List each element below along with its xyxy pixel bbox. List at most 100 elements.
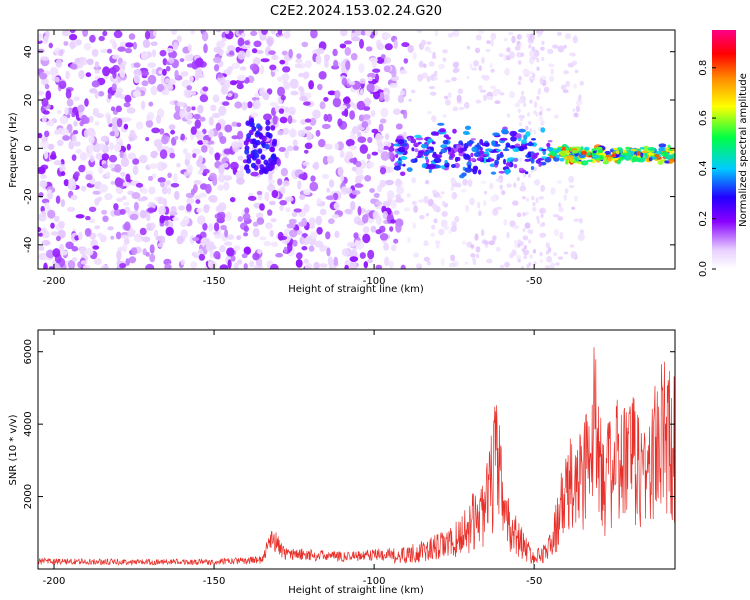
spectrogram-cell	[294, 63, 303, 69]
spectrogram-cell	[183, 171, 189, 177]
spectrogram-cell	[431, 224, 436, 230]
spectrogram-cell	[187, 44, 192, 52]
spectrogram-cell	[524, 158, 531, 162]
spectrogram-cell	[68, 140, 74, 150]
spectrogram-cell	[467, 179, 473, 187]
spectrogram-cell	[284, 59, 289, 66]
spectrogram-cell	[286, 223, 296, 229]
spectrogram-cell	[208, 195, 216, 202]
spectrogram-cell	[654, 154, 660, 158]
spectrogram-cell	[227, 93, 233, 97]
spectrogram-cell	[150, 150, 158, 159]
spectrogram-cell	[119, 68, 126, 78]
spectrogram-cell	[262, 92, 270, 101]
spectrogram-cell	[308, 80, 314, 90]
spectrogram-cell	[250, 162, 256, 169]
spectrogram-cell	[427, 198, 434, 207]
spectrogram-cell	[41, 227, 47, 234]
spectrogram-cell	[573, 218, 580, 222]
spectrogram-cell	[480, 180, 486, 184]
spectrogram-cell	[279, 204, 284, 212]
spectrogram-cell	[80, 260, 88, 265]
spectrogram-cell	[249, 121, 255, 128]
spectrogram-cell	[393, 165, 401, 171]
spectrogram-cell	[323, 97, 329, 102]
spectrogram-cell	[149, 244, 155, 254]
spectrogram-cell	[102, 163, 108, 169]
spectrogram-cell	[233, 262, 239, 269]
spectrogram-cell	[256, 123, 261, 129]
spectrogram-cell	[315, 54, 322, 65]
spectrogram-cell	[344, 264, 349, 269]
spectrogram-cell	[198, 253, 206, 261]
spectrogram-cell	[193, 179, 202, 185]
spectrogram-cell	[120, 157, 130, 168]
spectrogram-cell	[215, 205, 225, 213]
spectrogram-cell	[434, 154, 443, 159]
spectrogram-cell	[98, 165, 104, 174]
spectrogram-cell	[229, 50, 235, 56]
spectrogram-cell	[202, 86, 209, 92]
spectrogram-cell	[498, 170, 506, 174]
spectrogram-cell	[224, 124, 233, 133]
spectrogram-cell	[252, 227, 260, 238]
spectrogram-cell	[255, 258, 263, 267]
spectrogram-cell	[410, 158, 418, 163]
spectrogram-cell	[239, 66, 247, 71]
spectrogram-cell	[499, 184, 504, 190]
spectrogram-cell	[112, 68, 117, 79]
spectrogram-cell	[416, 30, 423, 34]
spectrogram-cell	[441, 211, 448, 217]
spectrogram-cell	[98, 143, 105, 150]
spectrogram-cell	[114, 130, 120, 137]
spectrogram-cell	[345, 139, 355, 147]
spectrogram-cell	[508, 51, 515, 59]
spectrogram-cell	[477, 169, 482, 175]
spectrogram-cell	[251, 138, 257, 144]
spectrogram-cell	[364, 175, 372, 182]
spectrogram-cell	[529, 230, 533, 235]
spectrogram-cell	[586, 152, 591, 156]
spectrogram-cell	[512, 200, 519, 206]
spectrogram-cell	[135, 121, 144, 130]
spectrogram-cell	[278, 108, 285, 114]
x-tick-label: -100	[363, 576, 386, 587]
spectrogram-cell	[231, 141, 240, 149]
spectrogram-cell	[458, 106, 465, 111]
spectrogram-cell	[212, 94, 220, 103]
spectrogram-cell	[60, 250, 68, 256]
spectrogram-cell	[278, 147, 286, 152]
spectrogram-cell	[116, 197, 124, 202]
spectrogram-cell	[41, 97, 49, 107]
spectrogram-cell	[282, 127, 290, 135]
spectrogram-cell	[236, 122, 242, 128]
spectrogram-cell	[94, 225, 101, 230]
spectrogram-cell	[473, 165, 479, 172]
spectrogram-cell	[397, 139, 404, 145]
spectrogram-cell	[485, 142, 490, 146]
spectrogram-cell	[130, 180, 138, 186]
spectrogram-cell	[171, 30, 178, 35]
spectrogram-cell	[496, 149, 502, 152]
spectrogram-cell	[573, 83, 577, 89]
spectrogram-cell	[557, 256, 564, 260]
spectrogram-cell	[506, 113, 511, 118]
spectrogram-cell	[290, 90, 299, 96]
spectrogram-cell	[571, 150, 579, 154]
spectrogram-cell	[190, 261, 198, 269]
spectrogram-cell	[369, 188, 375, 193]
spectrogram-cell	[41, 56, 49, 61]
spectrogram-cell	[72, 130, 79, 135]
spectrogram-cell	[212, 112, 221, 119]
spectrogram-cell	[530, 78, 534, 84]
spectrogram-cell	[648, 157, 653, 162]
spectrogram-cell	[406, 193, 411, 198]
spectrogram-cell	[512, 158, 519, 162]
spectrogram-cell	[110, 235, 115, 240]
spectrogram-cell	[269, 200, 276, 206]
spectrogram-cell	[341, 110, 347, 116]
spectrogram-cell	[38, 33, 42, 42]
spectrogram-cell	[89, 34, 96, 43]
spectrogram-cell	[147, 207, 155, 213]
spectrogram-cell	[146, 114, 151, 121]
